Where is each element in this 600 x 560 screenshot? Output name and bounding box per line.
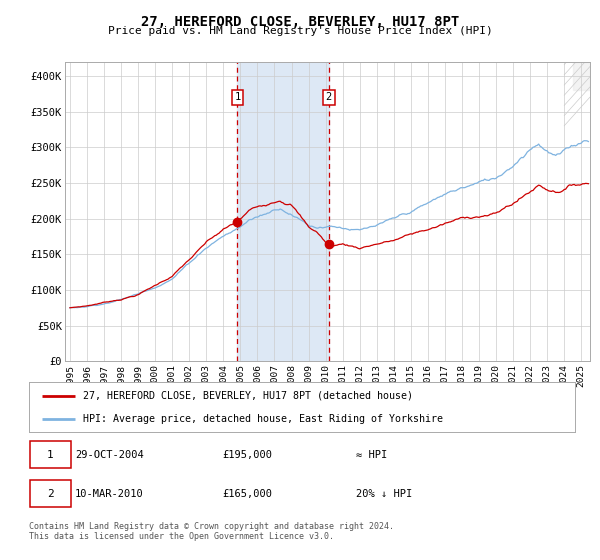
Text: 27, HEREFORD CLOSE, BEVERLEY, HU17 8PT (detached house): 27, HEREFORD CLOSE, BEVERLEY, HU17 8PT (… bbox=[83, 390, 413, 400]
Text: 20% ↓ HPI: 20% ↓ HPI bbox=[356, 489, 413, 498]
FancyBboxPatch shape bbox=[30, 441, 71, 469]
Text: 2: 2 bbox=[47, 489, 54, 498]
FancyBboxPatch shape bbox=[30, 480, 71, 507]
Text: £195,000: £195,000 bbox=[223, 450, 272, 460]
Text: 29-OCT-2004: 29-OCT-2004 bbox=[75, 450, 144, 460]
Polygon shape bbox=[573, 62, 590, 90]
Text: 1: 1 bbox=[47, 450, 54, 460]
Text: HPI: Average price, detached house, East Riding of Yorkshire: HPI: Average price, detached house, East… bbox=[83, 414, 443, 424]
Text: Contains HM Land Registry data © Crown copyright and database right 2024.
This d: Contains HM Land Registry data © Crown c… bbox=[29, 522, 394, 542]
Text: £165,000: £165,000 bbox=[223, 489, 272, 498]
Text: 2: 2 bbox=[326, 92, 332, 102]
Text: Price paid vs. HM Land Registry's House Price Index (HPI): Price paid vs. HM Land Registry's House … bbox=[107, 26, 493, 36]
Bar bbox=[238, 62, 329, 361]
Text: 10-MAR-2010: 10-MAR-2010 bbox=[75, 489, 144, 498]
Text: ≈ HPI: ≈ HPI bbox=[356, 450, 388, 460]
Text: 27, HEREFORD CLOSE, BEVERLEY, HU17 8PT: 27, HEREFORD CLOSE, BEVERLEY, HU17 8PT bbox=[141, 15, 459, 29]
Text: 1: 1 bbox=[235, 92, 241, 102]
